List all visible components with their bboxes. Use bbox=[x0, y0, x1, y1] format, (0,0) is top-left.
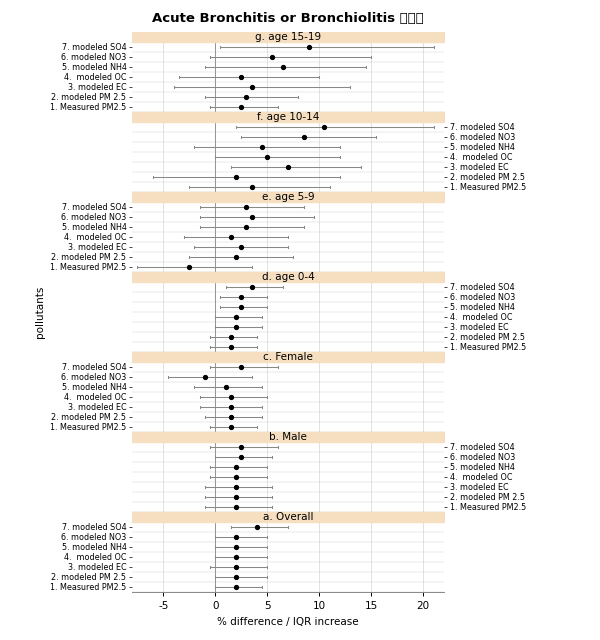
Y-axis label: pollutants: pollutants bbox=[35, 286, 44, 338]
X-axis label: % difference / IQR increase: % difference / IQR increase bbox=[217, 616, 359, 627]
Text: f. age 10-14: f. age 10-14 bbox=[257, 112, 319, 122]
Text: c. Female: c. Female bbox=[263, 352, 313, 362]
Title: Acute Bronchitis or Bronchiolitis 입원율: Acute Bronchitis or Bronchiolitis 입원율 bbox=[152, 12, 424, 25]
Text: a. Overall: a. Overall bbox=[263, 512, 313, 522]
Text: d. age 0-4: d. age 0-4 bbox=[262, 272, 314, 282]
Text: e. age 5-9: e. age 5-9 bbox=[262, 192, 314, 202]
Text: g. age 15-19: g. age 15-19 bbox=[255, 32, 321, 42]
Text: b. Male: b. Male bbox=[269, 432, 307, 442]
